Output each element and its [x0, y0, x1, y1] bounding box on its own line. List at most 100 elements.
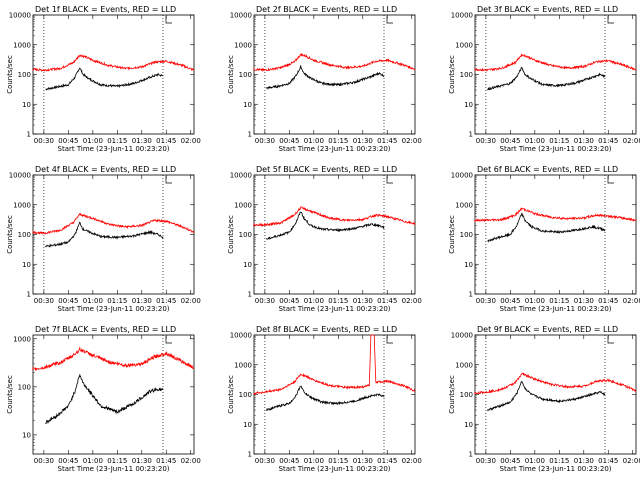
x-tick-label: 01:45	[377, 137, 397, 145]
series-lld-line	[253, 52, 416, 72]
series-lld-line	[32, 54, 195, 72]
x-tick-label: 00:45	[58, 297, 78, 305]
x-tick-label: 00:30	[255, 137, 275, 145]
x-tick-label: 01:30	[353, 137, 373, 145]
y-axis-label: Counts/sec	[227, 215, 235, 254]
y-tick-label: 10	[22, 261, 31, 269]
panel-title: Det 7f BLACK = Events, RED = LLD	[35, 325, 176, 334]
x-tick-label: 01:00	[83, 137, 103, 145]
x-axis-label: Start Time (23-Jun-11 00:23:20)	[500, 465, 612, 473]
panel-det-1: Det 1f BLACK = Events, RED = LLD 1 10 100 10…	[6, 5, 201, 153]
y-axis-label: Counts/sec	[448, 55, 456, 94]
x-tick-label: 01:45	[598, 457, 618, 465]
x-tick-label: 00:45	[500, 137, 520, 145]
x-tick-label: 02:00	[181, 457, 201, 465]
x-tick-label: 02:00	[402, 457, 422, 465]
series-events-line	[266, 211, 385, 241]
x-tick-label: 01:00	[525, 457, 545, 465]
y-tick-label: 1000	[234, 201, 252, 209]
y-axis-label: Counts/sec	[6, 375, 14, 414]
x-tick-label: 02:00	[623, 137, 640, 145]
x-tick-label: 00:30	[476, 137, 496, 145]
x-tick-label: 01:30	[132, 457, 152, 465]
y-axis-label: Counts/sec	[6, 215, 14, 254]
y-tick-label: 10000	[451, 332, 473, 340]
panel-det-3: Det 3f BLACK = Events, RED = LLD 1 10 100 10…	[448, 5, 640, 153]
y-tick-label: 10000	[9, 12, 31, 20]
series-events-line	[487, 380, 606, 412]
y-tick-label: 1000	[234, 41, 252, 49]
top-bracket	[386, 16, 393, 24]
panel-det-5: Det 5f BLACK = Events, RED = LLD 1 10 100 10…	[227, 165, 422, 313]
y-tick-label: 1	[248, 291, 252, 299]
y-tick-label: 100	[239, 391, 252, 399]
panel-title: Det 8f BLACK = Events, RED = LLD	[256, 325, 397, 334]
y-tick-label: 1	[469, 451, 473, 459]
plot-frame	[474, 14, 637, 135]
x-tick-label: 00:30	[476, 297, 496, 305]
x-tick-label: 01:30	[574, 137, 594, 145]
y-tick-label: 10000	[9, 172, 31, 180]
series-events-line	[266, 64, 385, 90]
x-tick-label: 01:00	[304, 297, 324, 305]
top-bracket	[607, 176, 614, 184]
panel-title: Det 9f BLACK = Events, RED = LLD	[477, 325, 618, 334]
panel-title: Det 1f BLACK = Events, RED = LLD	[35, 5, 176, 14]
series-events-line	[45, 221, 164, 248]
y-tick-label: 1	[469, 131, 473, 139]
y-axis-label: Counts/sec	[448, 375, 456, 414]
panel-det-9: Det 9f BLACK = Events, RED = LLD 1 10 100 10…	[448, 325, 640, 473]
x-tick-label: 01:45	[156, 137, 176, 145]
y-tick-label: 10	[22, 431, 31, 439]
y-tick-label: 10	[464, 261, 473, 269]
y-tick-label: 1	[469, 291, 473, 299]
y-tick-label: 10000	[230, 12, 252, 20]
plot-frame	[32, 334, 195, 455]
panel-title: Det 5f BLACK = Events, RED = LLD	[256, 165, 397, 174]
plot-frame	[253, 14, 416, 135]
x-tick-label: 01:45	[598, 137, 618, 145]
x-tick-label: 00:30	[255, 297, 275, 305]
top-bracket	[165, 16, 172, 24]
x-axis-label: Start Time (23-Jun-11 00:23:20)	[58, 465, 170, 473]
x-tick-label: 01:45	[156, 457, 176, 465]
top-bracket	[607, 336, 614, 344]
series-lld-line	[253, 334, 416, 396]
x-tick-label: 01:00	[525, 137, 545, 145]
x-tick-label: 01:15	[328, 297, 348, 305]
y-tick-label: 100	[460, 231, 473, 239]
top-bracket	[165, 176, 172, 184]
x-tick-label: 01:00	[525, 297, 545, 305]
y-tick-label: 100	[18, 383, 31, 391]
x-tick-label: 02:00	[181, 137, 201, 145]
x-tick-label: 01:15	[549, 457, 569, 465]
x-tick-label: 01:45	[377, 457, 397, 465]
x-axis-label: Start Time (23-Jun-11 00:23:20)	[279, 305, 391, 313]
y-tick-label: 10	[243, 101, 252, 109]
x-tick-label: 01:45	[156, 297, 176, 305]
x-axis-label: Start Time (23-Jun-11 00:23:20)	[279, 145, 391, 153]
series-events-line	[266, 385, 385, 411]
x-tick-label: 00:45	[279, 137, 299, 145]
panel-title: Det 6f BLACK = Events, RED = LLD	[477, 165, 618, 174]
y-tick-label: 1000	[455, 201, 473, 209]
y-tick-label: 1000	[234, 361, 252, 369]
x-tick-label: 00:45	[279, 297, 299, 305]
y-tick-label: 1	[27, 131, 31, 139]
x-axis-label: Start Time (23-Jun-11 00:23:20)	[58, 145, 170, 153]
x-axis-label: Start Time (23-Jun-11 00:23:20)	[500, 305, 612, 313]
series-events-line	[487, 212, 606, 243]
x-tick-label: 01:15	[107, 297, 127, 305]
y-tick-label: 1000	[455, 41, 473, 49]
x-tick-label: 01:30	[132, 137, 152, 145]
plot-frame	[253, 174, 416, 295]
y-tick-label: 10000	[230, 332, 252, 340]
x-tick-label: 00:45	[500, 457, 520, 465]
top-bracket	[607, 16, 614, 24]
y-tick-label: 100	[18, 231, 31, 239]
x-tick-label: 02:00	[181, 297, 201, 305]
top-bracket	[386, 336, 393, 344]
y-tick-label: 10	[22, 101, 31, 109]
panel-det-6: Det 6f BLACK = Events, RED = LLD 1 10 100 10…	[448, 165, 640, 313]
